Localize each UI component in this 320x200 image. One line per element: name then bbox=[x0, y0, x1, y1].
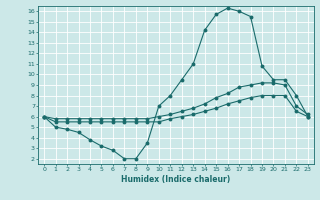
X-axis label: Humidex (Indice chaleur): Humidex (Indice chaleur) bbox=[121, 175, 231, 184]
